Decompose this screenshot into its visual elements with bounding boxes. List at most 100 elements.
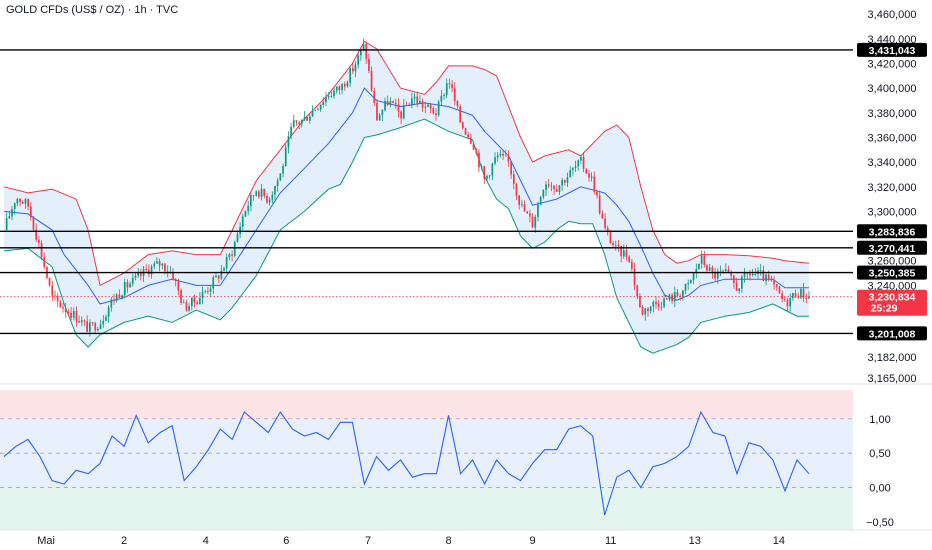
candle-body <box>628 256 630 262</box>
candle-body <box>236 233 239 242</box>
candle-body <box>209 288 212 292</box>
candle-body <box>673 292 676 302</box>
current-price-tag[interactable] <box>857 289 927 316</box>
candle-body <box>177 281 180 291</box>
price-axis[interactable]: 3,460,000 3,440,000 3,420,000 3,400,000 3,38… <box>866 9 916 529</box>
candle-body <box>8 216 11 219</box>
candle-body <box>657 303 660 307</box>
candle-body <box>185 302 188 311</box>
candle-body <box>113 299 115 301</box>
candle-body <box>161 263 164 266</box>
candle-body <box>314 110 317 111</box>
candle-body <box>421 101 424 108</box>
candle-body <box>778 286 781 294</box>
candle-body <box>392 100 394 103</box>
candle-body <box>298 122 300 124</box>
candle-body <box>784 299 786 300</box>
candle-body <box>730 273 732 276</box>
candle-body <box>131 277 134 284</box>
candle-body <box>287 136 290 148</box>
candle-body <box>56 295 59 302</box>
candle-body <box>453 88 456 101</box>
candle-body <box>435 113 437 116</box>
time-tick-label: 14 <box>773 535 785 547</box>
level-price-tag[interactable] <box>857 265 927 280</box>
candle-body <box>327 96 330 98</box>
candle-body <box>24 199 27 204</box>
candle-body <box>373 91 376 103</box>
candle-body <box>134 275 137 278</box>
candle-body <box>207 291 209 292</box>
candle-body <box>174 279 177 281</box>
candle-body <box>625 250 628 257</box>
candle-body <box>357 55 359 65</box>
candle-body <box>99 324 102 329</box>
level-price-tag[interactable] <box>857 42 927 57</box>
candle-body <box>569 170 571 178</box>
candle-body <box>687 282 690 284</box>
candle-body <box>789 298 791 307</box>
candle-body <box>781 293 783 300</box>
level-price-tag[interactable] <box>857 224 927 239</box>
candle-body <box>225 257 228 269</box>
candle-body <box>671 294 673 302</box>
time-tick-label: Mai <box>37 535 55 547</box>
candle-body <box>365 44 368 59</box>
candle-body <box>62 307 64 309</box>
candle-body <box>424 106 427 108</box>
candle-body <box>330 96 333 97</box>
candle-body <box>647 308 649 312</box>
candle-body <box>215 275 217 278</box>
candle-body <box>5 218 8 230</box>
price-tick-label: 3,300,000 <box>868 206 917 218</box>
level-price-tag[interactable] <box>857 326 927 341</box>
candle-body <box>521 204 523 206</box>
candle-body <box>107 307 110 317</box>
candle-body <box>349 68 351 83</box>
candle-body <box>268 199 271 203</box>
candle-body <box>593 176 596 192</box>
time-axis[interactable]: Mai 2 4 6 7 8 9 11 13 14 <box>0 529 932 547</box>
level-price-tag[interactable] <box>857 240 927 255</box>
candle-body <box>311 110 314 117</box>
candle-body <box>585 168 588 174</box>
candle-body <box>11 209 13 217</box>
candle-body <box>228 254 231 257</box>
price-tick-label: 3,165,000 <box>868 373 917 385</box>
candle-body <box>590 176 593 178</box>
candle-body <box>394 102 397 105</box>
candle-body <box>555 189 558 192</box>
candle-body <box>258 191 260 197</box>
candle-body <box>805 298 808 299</box>
oscillator-oversold-zone <box>0 487 853 530</box>
candle-body <box>690 280 692 283</box>
candle-body <box>733 275 735 284</box>
candle-body <box>115 294 118 301</box>
oscillator-tick-label: 1,00 <box>869 414 890 426</box>
candle-body <box>247 206 249 211</box>
candle-body <box>368 58 370 71</box>
candle-body <box>252 195 255 196</box>
candle-body <box>698 263 700 270</box>
candle-body <box>563 180 566 183</box>
candle-body <box>445 83 448 95</box>
candle-body <box>164 263 166 272</box>
candle-body <box>292 120 295 127</box>
candle-body <box>231 254 233 256</box>
candle-body <box>59 301 62 307</box>
bollinger-fill-area <box>4 41 809 354</box>
candle-body <box>233 242 236 256</box>
candle-body <box>523 204 526 212</box>
candle-body <box>102 320 105 325</box>
candle-body <box>322 102 325 105</box>
horizontal-levels[interactable]: 3,431,043 3,283,836 3,270,441 3,250,385 3,20… <box>0 42 927 341</box>
candle-body <box>735 283 738 291</box>
candle-body <box>577 160 580 167</box>
candle-body <box>652 301 655 307</box>
candle-body <box>402 105 405 119</box>
candle-body <box>467 134 469 138</box>
candle-body <box>612 243 614 246</box>
candle-body <box>204 291 207 292</box>
candle-body <box>515 183 518 196</box>
